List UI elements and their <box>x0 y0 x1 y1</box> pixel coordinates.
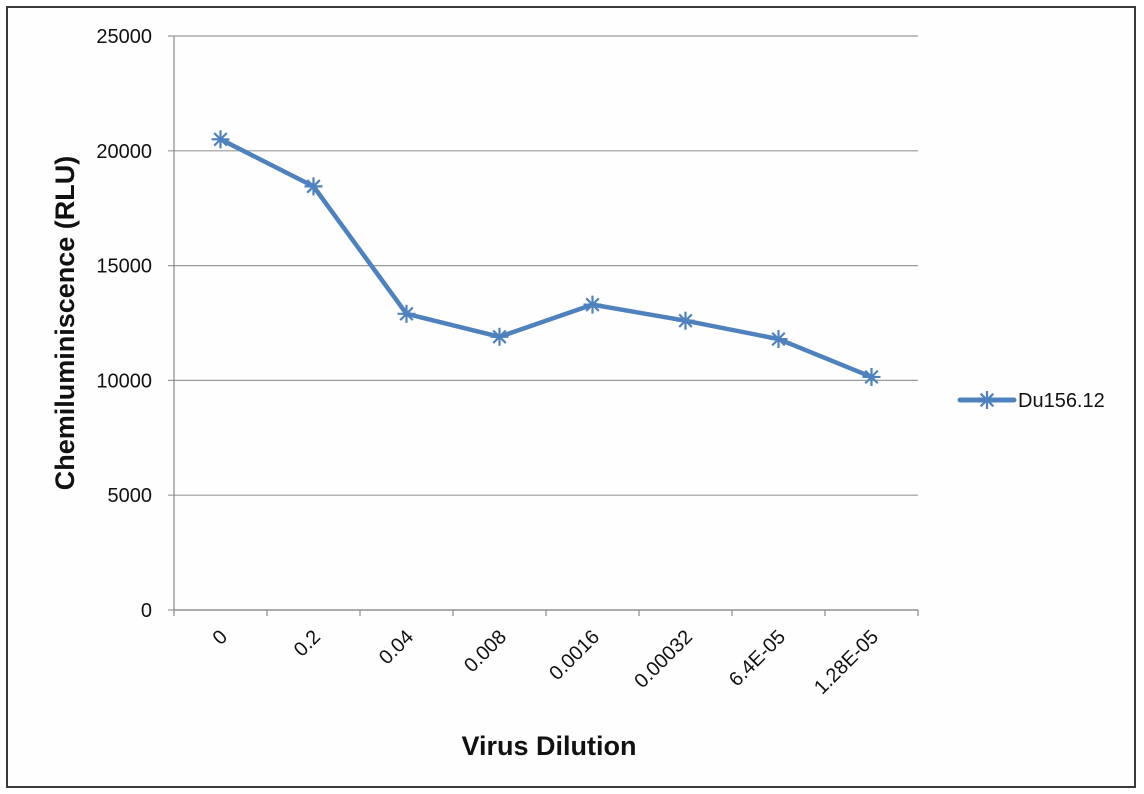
x-tick-label: 0 <box>209 626 232 649</box>
x-tick-label: 0.00032 <box>630 626 697 693</box>
series-line <box>218 137 874 380</box>
chart-frame <box>6 6 1136 788</box>
y-tick-label: 0 <box>141 600 152 622</box>
data-point-marker <box>304 177 323 196</box>
data-point-marker <box>862 367 881 386</box>
data-point-marker <box>676 311 695 330</box>
data-point-marker <box>397 304 416 323</box>
legend-asterisk <box>978 391 996 409</box>
legend-marker-icon <box>978 391 996 409</box>
data-point-marker <box>583 295 602 314</box>
x-tick-labels: 0 0.2 0.04 0.008 0.0016 0.00032 6.4E-05 1.28E-0… <box>209 626 883 699</box>
y-tick-labels: 0 5000 10000 15000 20000 25000 <box>96 26 152 622</box>
y-tick-label: 20000 <box>96 141 152 163</box>
data-point-marker <box>769 330 788 349</box>
axes <box>173 36 919 616</box>
x-tick-label: 0.04 <box>375 626 418 669</box>
x-axis-title: Virus Dilution <box>461 731 636 761</box>
x-tick-label: 0.008 <box>460 626 511 677</box>
series <box>211 130 881 386</box>
x-tick-label: 0.0016 <box>545 626 604 685</box>
x-tick-label: 1.28E-05 <box>810 626 883 699</box>
x-tick-label: 0.2 <box>290 626 325 661</box>
legend-label: Du156.12 <box>1018 390 1105 412</box>
x-tick-label: 6.4E-05 <box>725 626 790 691</box>
y-axis-title: Chemiluminiscence (RLU) <box>50 156 80 491</box>
y-tick-label: 10000 <box>96 370 152 392</box>
data-point-marker <box>490 327 509 346</box>
y-tick-label: 15000 <box>96 256 152 278</box>
data-point-marker <box>211 130 230 149</box>
y-tick-label: 25000 <box>96 26 152 48</box>
legend: Du156.12 <box>957 390 1105 412</box>
y-tick-label: 5000 <box>108 485 153 507</box>
